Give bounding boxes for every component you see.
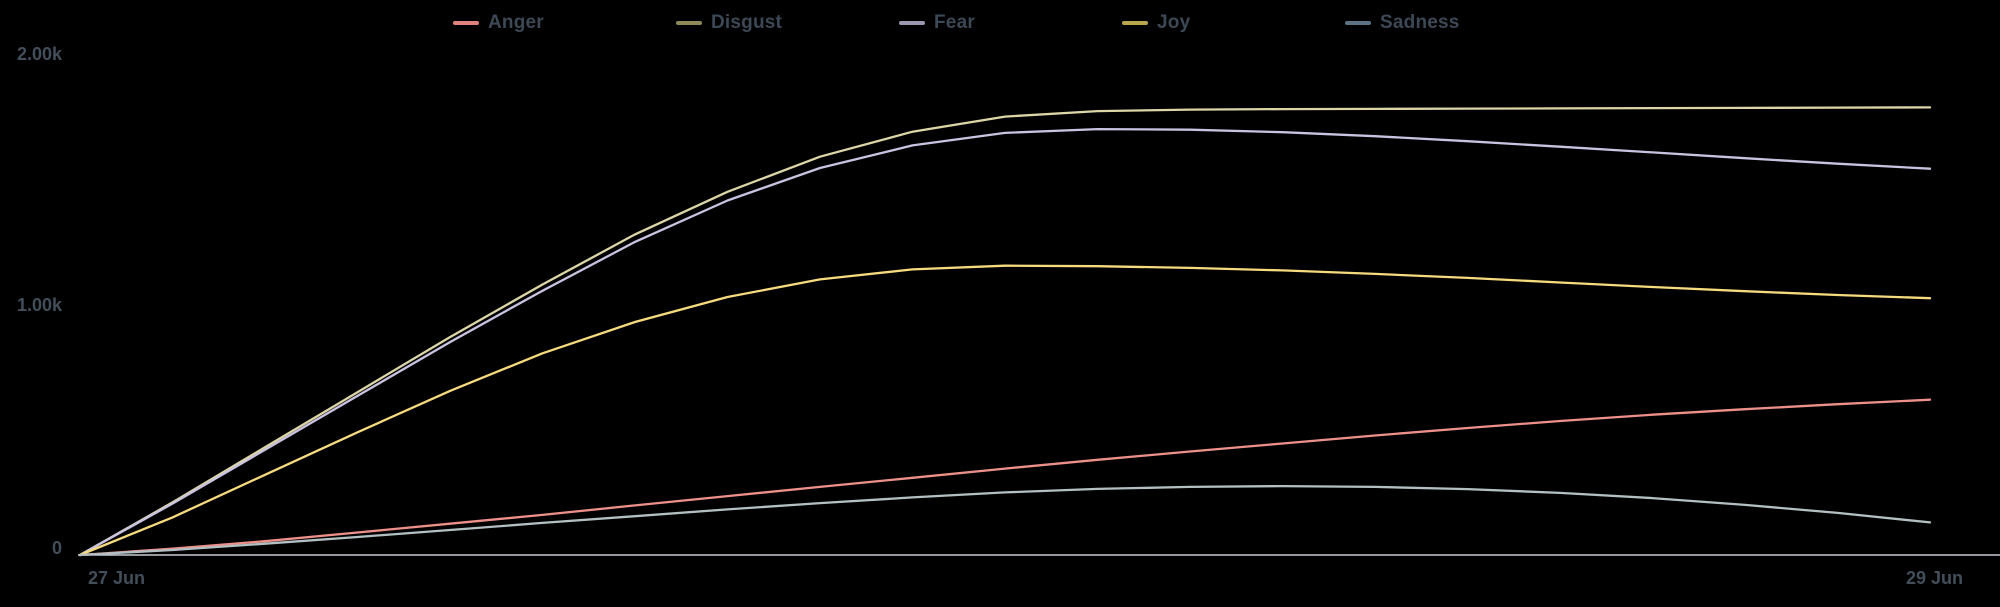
y-axis-label-1000: 1.00k bbox=[16, 295, 62, 315]
legend-dash-icon bbox=[899, 21, 925, 25]
legend-item-fear[interactable]: Fear bbox=[899, 10, 975, 36]
series-line-anger bbox=[78, 398, 1932, 557]
legend-item-anger[interactable]: Anger bbox=[453, 10, 544, 36]
legend-dash-icon bbox=[453, 21, 479, 25]
legend-label: Joy bbox=[1157, 12, 1191, 33]
y-axis-label-0: 0 bbox=[51, 538, 62, 558]
legend-label: Fear bbox=[934, 12, 975, 33]
x-axis-label-27-jun: 27 Jun bbox=[88, 568, 146, 588]
series-lines bbox=[78, 106, 1932, 557]
series-line-disgust bbox=[78, 106, 1932, 557]
legend-label: Disgust bbox=[711, 12, 783, 33]
y-axis-label-2000: 2.00k bbox=[16, 44, 62, 64]
series-line-fear bbox=[78, 127, 1932, 557]
series-line-sadness bbox=[78, 484, 1932, 557]
legend-item-sadness[interactable]: Sadness bbox=[1345, 10, 1460, 36]
legend-dash-icon bbox=[676, 21, 702, 25]
x-axis-label-29-jun: 29 Jun bbox=[1906, 568, 1964, 588]
legend-label: Sadness bbox=[1380, 12, 1460, 33]
legend-item-disgust[interactable]: Disgust bbox=[676, 10, 782, 36]
legend-label: Anger bbox=[488, 12, 544, 33]
series-line-joy bbox=[78, 264, 1932, 557]
legend-item-joy[interactable]: Joy bbox=[1122, 10, 1190, 36]
legend-dash-icon bbox=[1122, 21, 1148, 25]
legend-dash-icon bbox=[1345, 21, 1371, 25]
